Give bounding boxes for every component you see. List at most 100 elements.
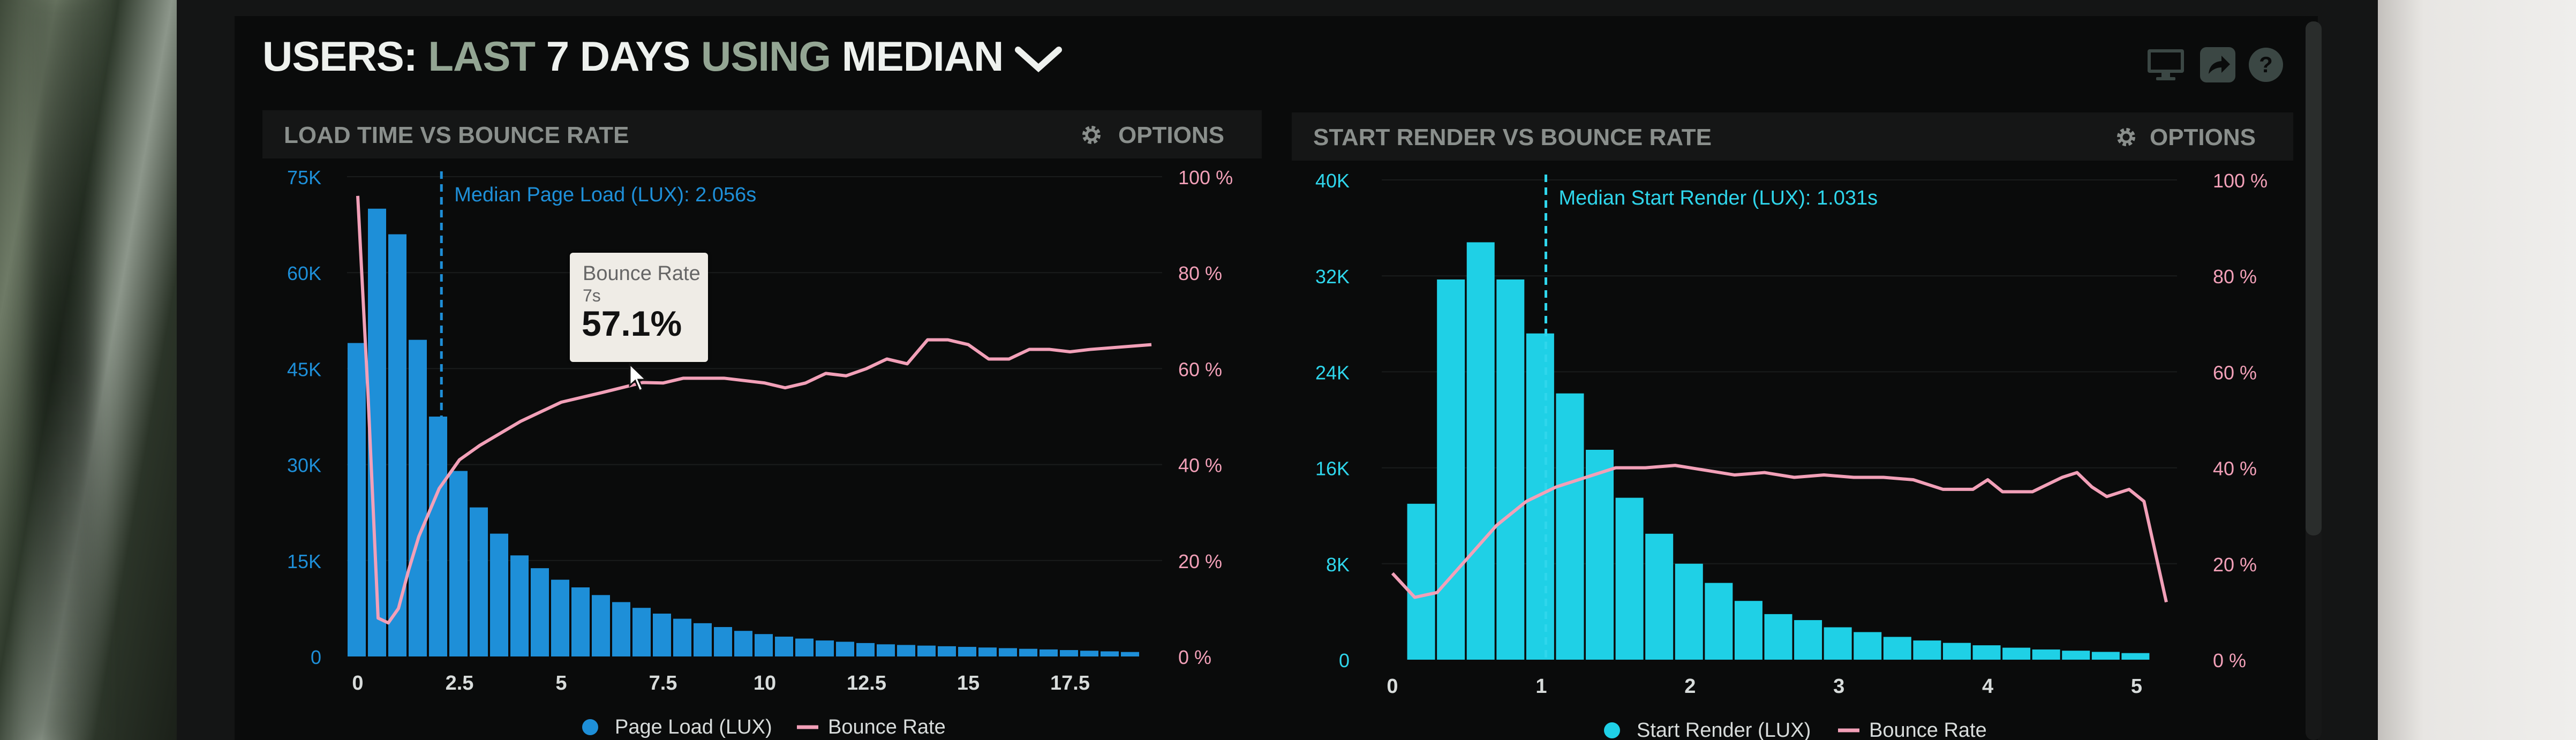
bar bbox=[1615, 497, 1644, 660]
share-icon[interactable] bbox=[2200, 47, 2235, 82]
y2-tick-label: 60 % bbox=[1178, 358, 1222, 380]
gear-icon[interactable] bbox=[2115, 126, 2137, 148]
options-button[interactable]: OPTIONS bbox=[2149, 124, 2256, 150]
bar bbox=[551, 579, 569, 656]
bar bbox=[2002, 647, 2031, 660]
chevron-down-icon[interactable] bbox=[1014, 44, 1063, 74]
bar bbox=[1019, 648, 1037, 656]
panel-header-start-render: START RENDER VS BOUNCE RATE OPTIONS bbox=[1292, 112, 2293, 161]
bar bbox=[1526, 333, 1554, 660]
svg-text:?: ? bbox=[2259, 52, 2273, 77]
y2-tick-label: 40 % bbox=[2213, 458, 2257, 480]
x-tick-label: 0 bbox=[352, 672, 363, 694]
bar bbox=[938, 646, 956, 656]
y-tick-label: 40K bbox=[1315, 170, 1350, 192]
x-tick-label: 7.5 bbox=[649, 672, 677, 694]
bar bbox=[632, 608, 651, 656]
scrollbar-thumb[interactable] bbox=[2306, 21, 2322, 535]
y-tick-label: 60K bbox=[287, 262, 321, 284]
bar bbox=[1794, 620, 1822, 660]
y-tick-label: 16K bbox=[1315, 458, 1350, 480]
legend-label: Bounce Rate bbox=[1869, 719, 1987, 740]
panel-header-load-time: LOAD TIME VS BOUNCE RATE OPTIONS bbox=[262, 110, 1262, 158]
bar bbox=[429, 417, 447, 656]
bounce-rate-tooltip: Bounce Rate 7s 57.1% bbox=[570, 253, 708, 362]
bar bbox=[1764, 614, 1792, 660]
panel-title: LOAD TIME VS BOUNCE RATE bbox=[284, 122, 629, 148]
options-button[interactable]: OPTIONS bbox=[1118, 122, 1224, 148]
x-tick-label: 0 bbox=[1387, 675, 1398, 698]
bar bbox=[449, 471, 468, 656]
bar bbox=[1407, 503, 1435, 660]
x-tick-label: 1 bbox=[1535, 675, 1547, 698]
y-tick-label: 24K bbox=[1315, 361, 1350, 383]
background-plant bbox=[0, 0, 182, 740]
bar bbox=[1645, 533, 1674, 660]
x-tick-label: 2 bbox=[1684, 675, 1696, 698]
bar bbox=[1913, 640, 1941, 660]
y-tick-label: 0 bbox=[311, 646, 321, 668]
bar bbox=[1675, 563, 1703, 660]
bar bbox=[1437, 279, 1465, 660]
bar bbox=[409, 339, 427, 656]
bar bbox=[510, 555, 529, 656]
monitor-icon[interactable] bbox=[2146, 48, 2185, 82]
bar bbox=[1734, 601, 1762, 660]
title-part: LAST bbox=[428, 33, 536, 80]
x-tick-label: 3 bbox=[1833, 675, 1844, 698]
bar bbox=[1080, 651, 1098, 656]
legend-label: Start Render (LUX) bbox=[1637, 719, 1811, 740]
median-marker-label: Median Page Load (LUX): 2.056s bbox=[454, 184, 756, 206]
page-title[interactable]: USERS: LAST 7 DAYS USING MEDIAN bbox=[262, 32, 1063, 81]
gear-icon[interactable] bbox=[1081, 124, 1102, 146]
x-tick-label: 5 bbox=[2131, 675, 2142, 698]
x-tick-label: 12.5 bbox=[847, 672, 886, 694]
tooltip-title: Bounce Rate bbox=[583, 262, 701, 285]
legend-swatch bbox=[582, 719, 598, 735]
bar bbox=[1586, 450, 1614, 660]
tooltip-value: 57.1% bbox=[582, 304, 682, 343]
y-tick-label: 0 bbox=[1339, 650, 1350, 671]
y2-tick-label: 0 % bbox=[2213, 650, 2246, 671]
title-part: USERS: bbox=[262, 33, 418, 80]
x-tick-label: 10 bbox=[754, 672, 776, 694]
bar bbox=[1040, 649, 1058, 656]
bar bbox=[958, 647, 976, 656]
y2-tick-label: 60 % bbox=[2213, 361, 2257, 383]
title-part: USING bbox=[701, 33, 831, 80]
x-tick-label: 17.5 bbox=[1050, 672, 1090, 694]
y2-tick-label: 100 % bbox=[2213, 170, 2268, 192]
legend-swatch bbox=[1604, 722, 1620, 738]
bar bbox=[1942, 643, 1971, 660]
bar bbox=[1824, 627, 1852, 660]
y2-tick-label: 80 % bbox=[1178, 262, 1222, 284]
bar bbox=[816, 640, 834, 656]
bar bbox=[856, 643, 875, 656]
bar bbox=[755, 634, 773, 656]
bar bbox=[2121, 653, 2150, 660]
bar bbox=[775, 636, 793, 656]
y2-tick-label: 0 % bbox=[1178, 646, 1211, 668]
bar bbox=[694, 623, 712, 656]
bar bbox=[877, 644, 895, 656]
y2-tick-label: 20 % bbox=[1178, 550, 1222, 572]
help-icon[interactable]: ? bbox=[2248, 47, 2284, 82]
legend-label: Bounce Rate bbox=[828, 716, 946, 738]
bar bbox=[653, 613, 671, 656]
bar bbox=[490, 533, 508, 656]
bar bbox=[897, 645, 915, 656]
bar bbox=[612, 602, 630, 656]
bar bbox=[2091, 652, 2120, 660]
y-tick-label: 15K bbox=[287, 550, 321, 572]
bar bbox=[2032, 649, 2060, 660]
y-tick-label: 75K bbox=[287, 167, 321, 188]
y-tick-label: 32K bbox=[1315, 266, 1350, 288]
panel-title: START RENDER VS BOUNCE RATE bbox=[1313, 124, 1712, 150]
bar bbox=[734, 631, 752, 656]
bar bbox=[673, 618, 691, 656]
median-marker-label: Median Start Render (LUX): 1.031s bbox=[1558, 187, 1878, 209]
title-part: 7 DAYS bbox=[546, 33, 691, 80]
x-tick-label: 15 bbox=[957, 672, 980, 694]
